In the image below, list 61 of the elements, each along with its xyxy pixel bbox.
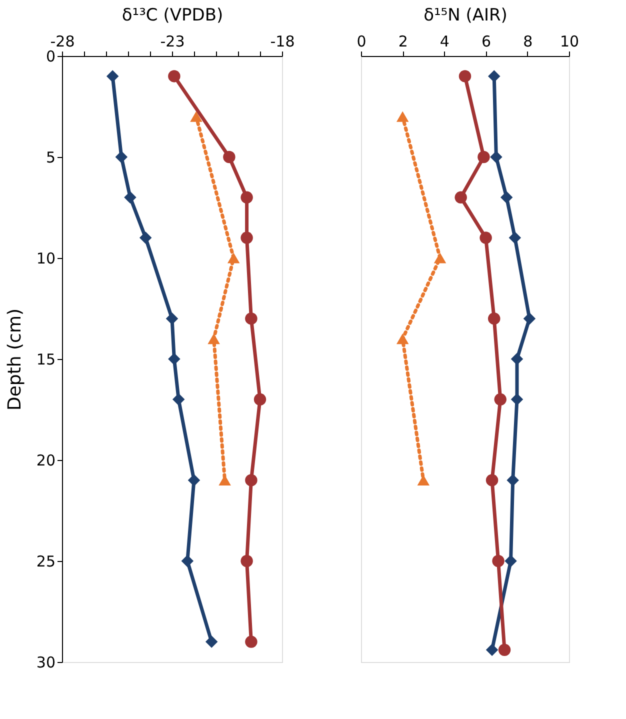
point — [168, 70, 180, 82]
point — [458, 70, 472, 82]
point — [223, 150, 236, 164]
y-axis-title: Depth (cm) — [4, 308, 26, 411]
point — [240, 554, 253, 568]
point — [245, 474, 258, 486]
y-tick-label: 0 — [46, 48, 56, 66]
point — [168, 352, 180, 366]
point — [245, 312, 258, 325]
point — [396, 333, 409, 344]
point — [488, 70, 500, 82]
point — [490, 150, 502, 164]
point — [498, 644, 511, 656]
y-tick-label: 20 — [36, 452, 56, 470]
point — [181, 554, 194, 568]
y-tick-label: 5 — [46, 148, 56, 166]
point — [486, 474, 498, 486]
point — [480, 232, 492, 244]
point — [478, 150, 490, 164]
y-tick-label: 25 — [36, 552, 56, 570]
point — [188, 474, 200, 486]
point — [205, 636, 218, 648]
point — [506, 474, 519, 486]
point — [240, 232, 253, 244]
point — [115, 150, 128, 164]
point — [494, 393, 506, 406]
point — [240, 191, 253, 204]
point — [508, 232, 522, 244]
x-tick-label: 10 — [560, 32, 580, 50]
x-axis-title: δ¹³C (VPDB) — [122, 6, 224, 26]
point — [245, 636, 258, 648]
point — [172, 393, 185, 406]
point — [486, 644, 498, 656]
point — [396, 111, 409, 122]
point — [190, 111, 202, 122]
point — [492, 554, 504, 568]
point — [227, 252, 240, 264]
point — [139, 232, 152, 244]
x-tick-label: 6 — [482, 32, 492, 50]
point — [500, 191, 513, 204]
point — [488, 312, 500, 325]
point — [166, 312, 178, 325]
x-axis-title: δ¹⁵N (AIR) — [424, 6, 508, 26]
x-tick-label: 8 — [523, 32, 533, 50]
y-tick-label: 10 — [36, 250, 56, 268]
point — [434, 252, 446, 264]
point — [208, 333, 220, 344]
point — [106, 70, 119, 82]
point — [254, 393, 266, 406]
point — [523, 312, 536, 325]
y-tick-label: 15 — [36, 350, 56, 368]
y-tick-label: 30 — [36, 654, 56, 672]
x-tick-label: 4 — [440, 32, 450, 50]
x-tick-label: 0 — [356, 32, 366, 50]
x-tick-label: 2 — [398, 32, 408, 50]
x-tick-label: -28 — [50, 32, 75, 50]
x-tick-label: -18 — [270, 32, 295, 50]
x-tick-label: -23 — [160, 32, 185, 50]
point — [454, 191, 467, 204]
point — [124, 191, 136, 204]
point — [504, 554, 517, 568]
